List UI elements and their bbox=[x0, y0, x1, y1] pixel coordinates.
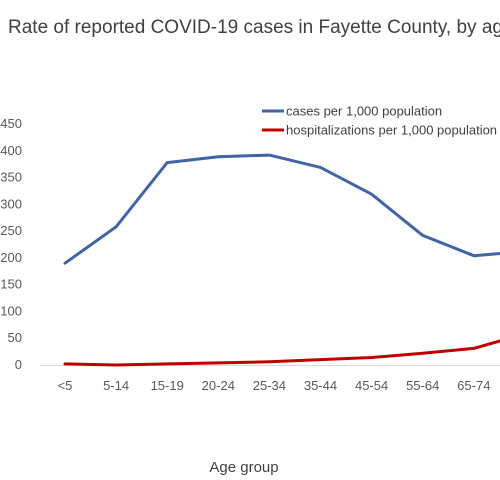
y-tick-label: 50 bbox=[8, 330, 22, 345]
y-tick-label: 150 bbox=[0, 277, 22, 292]
y-tick-label: 100 bbox=[0, 303, 22, 318]
y-tick-label: 400 bbox=[0, 143, 22, 158]
series-lines bbox=[63, 153, 500, 367]
legend: cases per 1,000 population hospitalizatio… bbox=[262, 104, 497, 138]
legend-label-1: hospitalizations per 1,000 population bbox=[286, 123, 497, 138]
y-tick-label: 200 bbox=[0, 250, 22, 265]
x-tick-label: 55-64 bbox=[406, 378, 439, 393]
x-tick-label: 5-14 bbox=[103, 378, 129, 393]
y-axis-ticks: 0 50 100 150 200 250 300 350 400 450 bbox=[0, 116, 22, 372]
y-tick-label: 250 bbox=[0, 223, 22, 238]
x-axis-label: Age group bbox=[209, 459, 278, 476]
y-tick-label: 0 bbox=[15, 357, 22, 372]
y-tick-label: 300 bbox=[0, 196, 22, 211]
x-axis-ticks: <5 5-14 15-19 20-24 25-34 35-44 45-54 55-64 65-7… bbox=[58, 378, 491, 393]
x-tick-label: 15-19 bbox=[151, 378, 184, 393]
y-tick-label: 350 bbox=[0, 170, 22, 185]
x-tick-label: 45-54 bbox=[355, 378, 388, 393]
x-tick-label: <5 bbox=[58, 378, 73, 393]
x-tick-label: 65-74 bbox=[457, 378, 490, 393]
x-tick-label: 35-44 bbox=[304, 378, 337, 393]
legend-label-0: cases per 1,000 population bbox=[286, 104, 442, 119]
chart-title: Rate of reported COVID-19 cases in Fayet… bbox=[8, 17, 500, 38]
x-tick-label: 20-24 bbox=[202, 378, 235, 393]
series-line-0 bbox=[63, 153, 500, 265]
y-tick-label: 450 bbox=[0, 116, 22, 131]
x-tick-label: 25-34 bbox=[253, 378, 286, 393]
series-line-1 bbox=[63, 339, 500, 367]
